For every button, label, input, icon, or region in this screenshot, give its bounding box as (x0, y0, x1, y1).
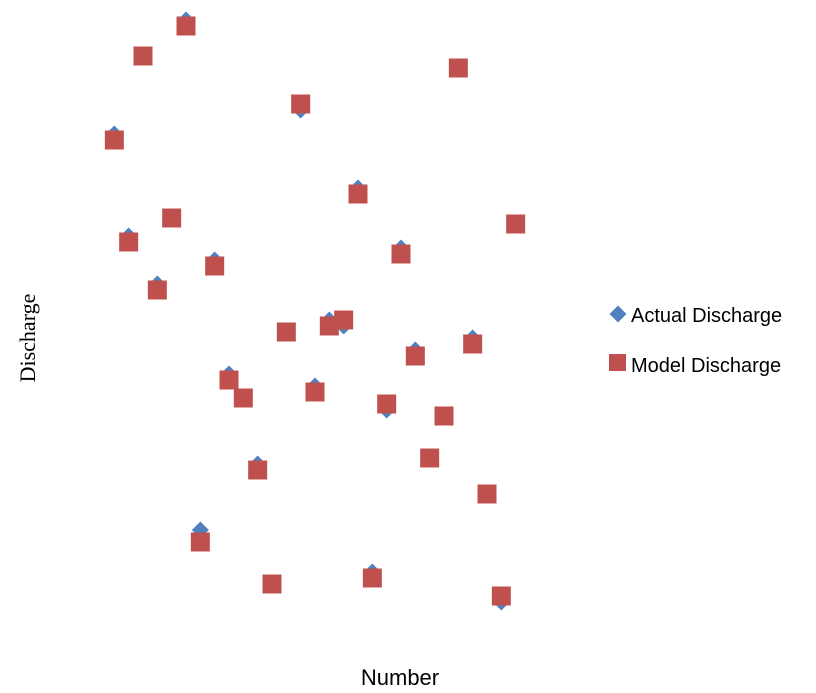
data-point-model-discharge-29 (506, 214, 526, 234)
data-point-model-discharge-12 (262, 574, 282, 594)
legend-label-actual-discharge: Actual Discharge (631, 305, 782, 327)
data-point-model-discharge-10 (233, 388, 253, 408)
data-point-model-discharge-1 (104, 130, 124, 150)
data-point-model-discharge-22 (405, 346, 425, 366)
data-point-model-discharge-14 (291, 94, 311, 114)
data-point-model-discharge-2 (119, 232, 139, 252)
data-point-model-discharge-19 (362, 568, 382, 588)
series-actual-discharge (105, 11, 525, 611)
data-point-model-discharge-18 (348, 184, 368, 204)
data-point-model-discharge-6 (176, 16, 196, 36)
data-point-model-discharge-17 (334, 310, 354, 330)
legend-item-actual-discharge: Actual Discharge (609, 305, 782, 327)
points-layer (104, 11, 526, 611)
data-point-model-discharge-27 (477, 484, 497, 504)
data-point-model-discharge-3 (133, 46, 153, 66)
data-point-model-discharge-5 (162, 208, 182, 228)
data-point-model-discharge-24 (434, 406, 454, 426)
data-point-model-discharge-13 (276, 322, 296, 342)
data-point-model-discharge-7 (190, 532, 210, 552)
data-point-model-discharge-20 (377, 394, 397, 414)
data-point-model-discharge-9 (219, 370, 239, 390)
legend-item-model-discharge: Model Discharge (609, 354, 781, 377)
series-model-discharge (104, 16, 526, 606)
legend-marker-model-discharge (609, 354, 626, 371)
data-point-model-discharge-16 (319, 316, 339, 336)
data-point-model-discharge-21 (391, 244, 411, 264)
data-point-model-discharge-11 (248, 460, 268, 480)
data-point-model-discharge-8 (205, 256, 225, 276)
data-point-model-discharge-26 (463, 334, 483, 354)
data-point-model-discharge-28 (491, 586, 511, 606)
x-axis-title: Number (361, 665, 439, 688)
legend: Actual Discharge Model Discharge (609, 305, 782, 377)
data-point-model-discharge-15 (305, 382, 325, 402)
data-point-model-discharge-25 (448, 58, 468, 78)
legend-label-model-discharge: Model Discharge (631, 355, 781, 377)
legend-marker-actual-discharge (609, 305, 627, 323)
data-point-model-discharge-4 (147, 280, 167, 300)
y-axis-title: Discharge (15, 294, 40, 383)
data-point-model-discharge-23 (420, 448, 440, 468)
